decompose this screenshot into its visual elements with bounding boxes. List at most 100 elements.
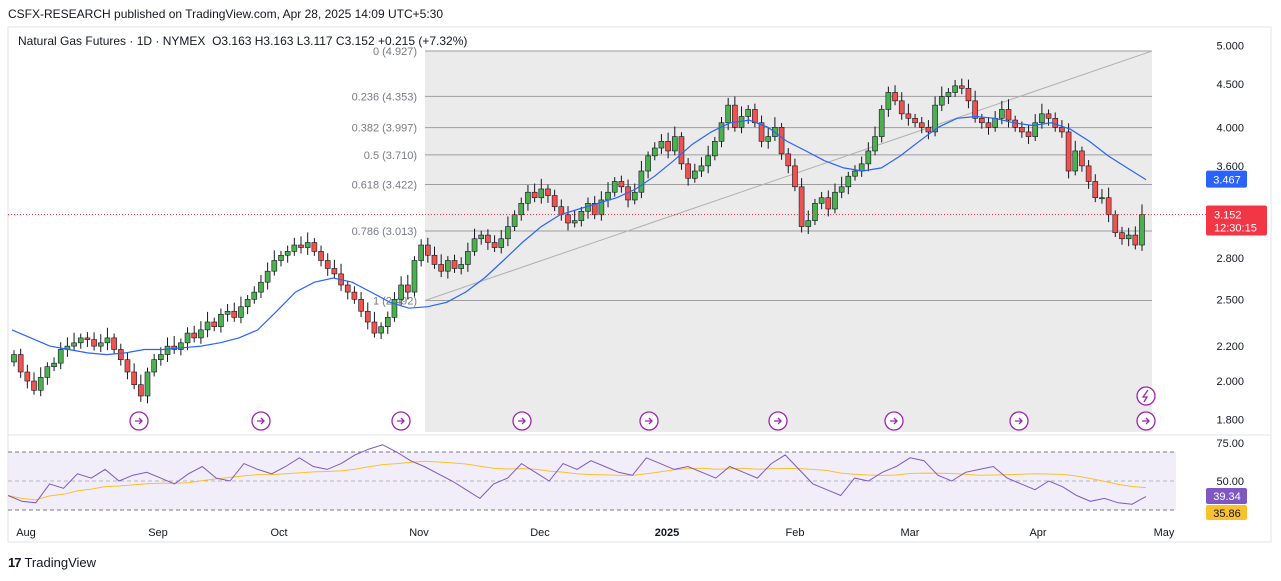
candle-body	[1052, 117, 1059, 128]
candle-body	[918, 122, 925, 128]
candle-body	[11, 354, 17, 363]
candle-body	[351, 291, 358, 300]
candle-body	[712, 141, 718, 157]
candle-body	[765, 136, 772, 142]
countdown-label: 12:30:15	[1214, 223, 1257, 235]
candle-body	[44, 366, 51, 378]
candle-body	[865, 150, 872, 165]
candle-body	[965, 87, 972, 102]
candle-body	[91, 339, 97, 347]
candle-body	[591, 203, 598, 216]
candle-body	[1125, 234, 1132, 240]
candle-body	[658, 141, 665, 149]
candle-body	[264, 270, 271, 283]
candle-body	[671, 136, 678, 152]
rsi-value-label: 39.34	[1213, 491, 1241, 503]
y-tick-label: 2.800	[1216, 253, 1244, 265]
last-price-badge	[1206, 205, 1267, 236]
candle-body	[311, 242, 318, 252]
candle-body	[1059, 127, 1065, 133]
fib-label-4: 0.618 (3.422)	[352, 179, 417, 191]
x-tick-label: Mar	[901, 527, 920, 539]
candle-body	[71, 342, 77, 347]
candle-body	[578, 210, 585, 221]
candle-body	[151, 359, 157, 373]
candle-body	[478, 234, 485, 240]
candle-body	[124, 359, 131, 373]
y-tick-label: 4.500	[1216, 79, 1244, 91]
candle-body	[972, 100, 978, 119]
rsi-label-75: 75.00	[1216, 438, 1244, 450]
candle-body	[685, 163, 691, 179]
candle-body	[324, 260, 331, 269]
candle-body	[732, 104, 738, 128]
y-tick-label: 2.000	[1216, 376, 1244, 388]
tradingview-logo[interactable]: 17 TradingView	[8, 555, 96, 570]
candle-body	[1139, 214, 1145, 246]
candle-body	[758, 122, 765, 142]
candle-body	[364, 310, 371, 323]
x-tick-label: Oct	[270, 527, 287, 539]
candle-body	[645, 155, 651, 172]
candle-body	[304, 242, 311, 248]
candle-body	[1105, 197, 1112, 216]
candle-body	[1085, 165, 1092, 182]
candle-body	[665, 141, 671, 152]
y-tick-label: 3.600	[1216, 161, 1244, 173]
candle-body	[471, 238, 478, 252]
fib-label-5: 0.786 (3.013)	[352, 226, 417, 238]
publisher-line: CSFX-RESEARCH published on TradingView.c…	[8, 7, 444, 21]
candle-body	[318, 251, 324, 261]
candle-body	[191, 332, 198, 339]
x-tick-label: Apr	[1029, 527, 1046, 539]
candle-body	[531, 191, 538, 199]
event-arrow-icon	[135, 417, 143, 425]
symbol-name: Natural Gas Futures · 1D · NYMEX	[18, 34, 206, 48]
candle-body	[24, 371, 31, 382]
candle-body	[1019, 127, 1025, 133]
candle-body	[979, 117, 985, 124]
candle-body	[1132, 234, 1139, 246]
candle-body	[905, 113, 912, 119]
rsi-label-50: 50.00	[1216, 476, 1244, 488]
candle-body	[458, 264, 464, 269]
candle-body	[425, 244, 431, 256]
event-arrow-icon	[518, 417, 526, 425]
candle-body	[198, 329, 204, 339]
candle-body	[638, 170, 645, 193]
event-arrow-icon	[397, 417, 405, 425]
candle-body	[825, 197, 832, 210]
candle-body	[812, 203, 818, 221]
candle-body	[912, 117, 918, 124]
candle-body	[925, 127, 932, 133]
candle-body	[792, 165, 798, 188]
candle-body	[892, 92, 898, 102]
candle-body	[251, 291, 258, 300]
candle-body	[618, 181, 625, 188]
candle-body	[992, 117, 998, 128]
candle-body	[378, 326, 384, 334]
ma-value-label: 3.467	[1213, 175, 1241, 187]
event-arrow-icon	[257, 417, 265, 425]
tradingview-logo-text: TradingView	[24, 555, 97, 570]
candle-body	[271, 260, 278, 272]
tradingview-mark-icon: 17	[8, 555, 22, 570]
candle-body	[938, 96, 945, 106]
candle-body	[1025, 131, 1032, 137]
candle-body	[678, 136, 685, 165]
candle-body	[898, 100, 905, 115]
candle-body	[465, 251, 471, 265]
event-arrow-icon	[645, 417, 653, 425]
candle-body	[1039, 113, 1045, 124]
rsi-ma-label: 35.86	[1213, 508, 1241, 520]
event-arrow-icon	[774, 417, 782, 425]
candle-body	[852, 170, 858, 177]
candle-body	[845, 175, 852, 188]
candle-body	[117, 349, 124, 360]
candle-body	[31, 380, 37, 391]
candle-body	[77, 337, 84, 344]
candle-body	[598, 199, 605, 216]
candle-body	[511, 214, 518, 227]
candle-body	[1032, 122, 1039, 137]
